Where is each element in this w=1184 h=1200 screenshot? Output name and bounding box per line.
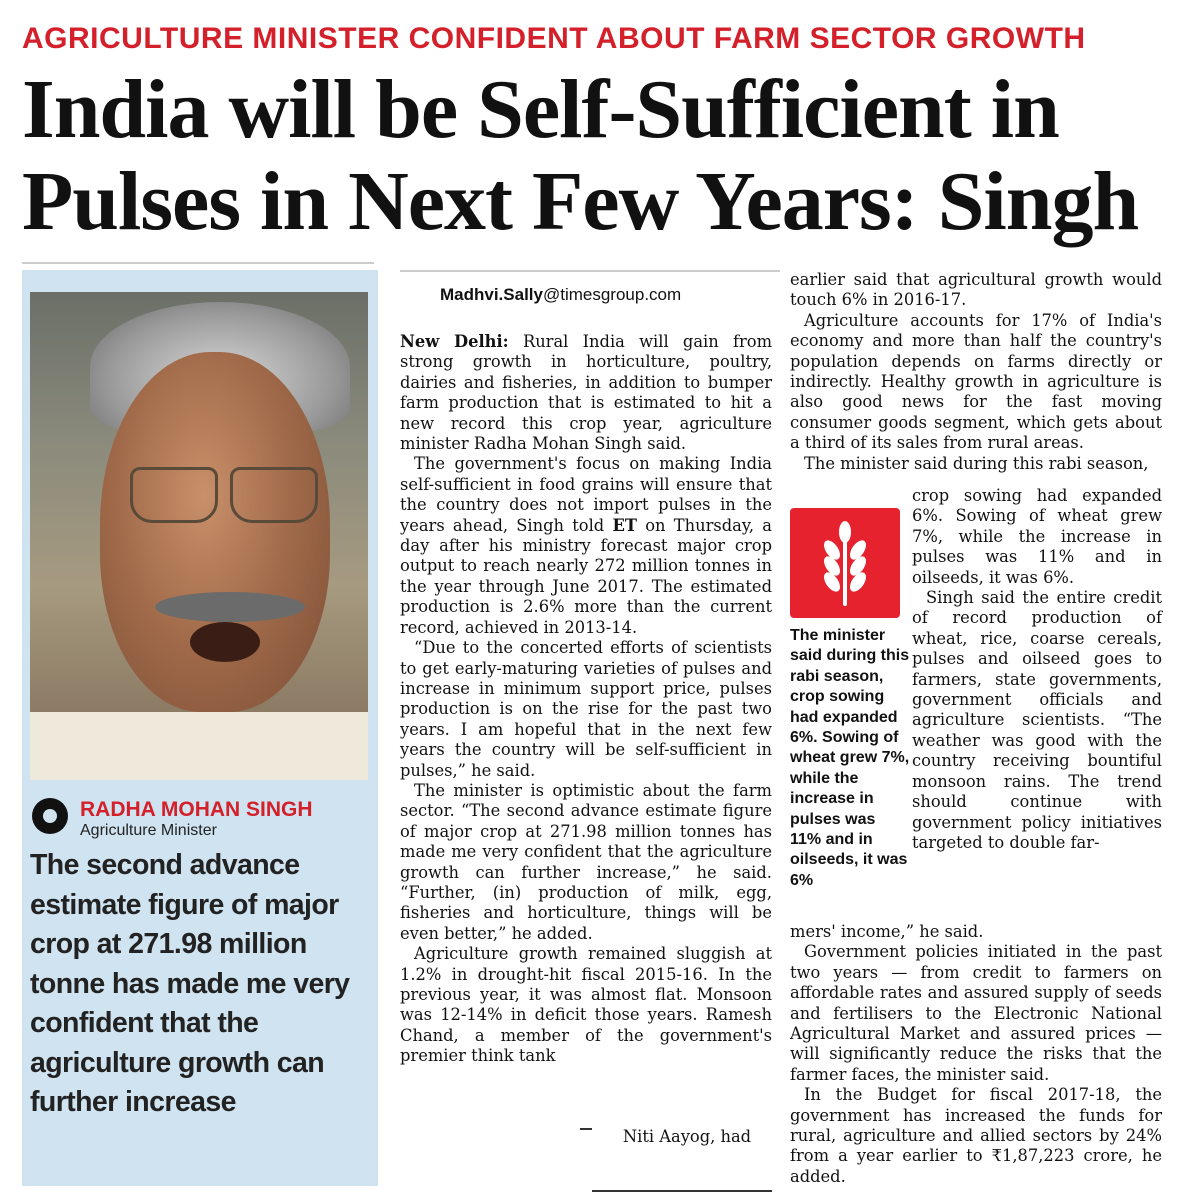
et-mention: ET [612, 515, 637, 535]
paragraph: In the Budget for fiscal 2017-18, the go… [790, 1085, 1162, 1186]
divider [580, 1128, 592, 1130]
paragraph: Niti Aayog, had [622, 1127, 752, 1146]
article-column-1-tail: Niti Aayog, had [602, 1127, 772, 1147]
paragraph: New Delhi: Rural India will gain from st… [400, 332, 773, 454]
byline-name: Madhvi.Sally [440, 285, 543, 304]
dateline: New Delhi: [400, 332, 509, 351]
quote-person-name: RADHA MOHAN SINGH [80, 798, 313, 821]
et-logo-icon [32, 798, 68, 834]
minister-photo [30, 292, 368, 780]
kicker: AGRICULTURE MINISTER CONFIDENT ABOUT FAR… [22, 22, 1086, 55]
paragraph: The minister is optimistic about the far… [400, 780, 772, 943]
wheat-icon [790, 508, 900, 618]
pull-quote: The second advance estimate figure of ma… [30, 849, 350, 1118]
headline: India will be Self-Sufficient in Pulses … [22, 64, 1172, 248]
callout-box: The minister said during this rabi seaso… [790, 627, 910, 889]
article-column-2: earlier said that agricultural growth wo… [790, 270, 1162, 474]
paragraph: earlier said that agricultural growth wo… [790, 270, 1162, 310]
article-column-1: New Delhi: Rural India will gain from st… [400, 332, 772, 1067]
paragraph: Government policies initiated in the pas… [790, 942, 1162, 1084]
paragraph: The government's focus on making India s… [400, 454, 772, 637]
paragraph: Singh said the entire credit of record p… [912, 588, 1162, 852]
paragraph: “Due to the concerted efforts of scienti… [400, 638, 772, 780]
article-column-2-wrap: crop sowing had expanded 6%. Sowing of w… [912, 486, 1162, 853]
paragraph: The minister said during this rabi seaso… [804, 453, 1149, 473]
paragraph: Agriculture growth remained sluggish at … [400, 944, 772, 1066]
paragraph: mers' income,” he said. [790, 922, 984, 941]
quote-person-role: Agriculture Minister [80, 822, 217, 839]
paragraph: crop sowing had expanded 6%. Sowing of w… [912, 486, 1162, 587]
article-column-2-lower: mers' income,” he said. Government polic… [790, 922, 1162, 1187]
divider [22, 262, 374, 264]
headline-line-1: India will be Self-Sufficient in [22, 63, 1060, 156]
byline-domain: @timesgroup.com [542, 285, 682, 304]
byline[interactable]: Madhvi.Sally@timesgroup.com [440, 285, 681, 305]
headline-line-2: Pulses in Next Few Years: Singh [22, 155, 1139, 248]
divider [400, 270, 780, 272]
paragraph: Agriculture accounts for 17% of India's … [790, 310, 1162, 453]
divider [592, 1190, 772, 1192]
